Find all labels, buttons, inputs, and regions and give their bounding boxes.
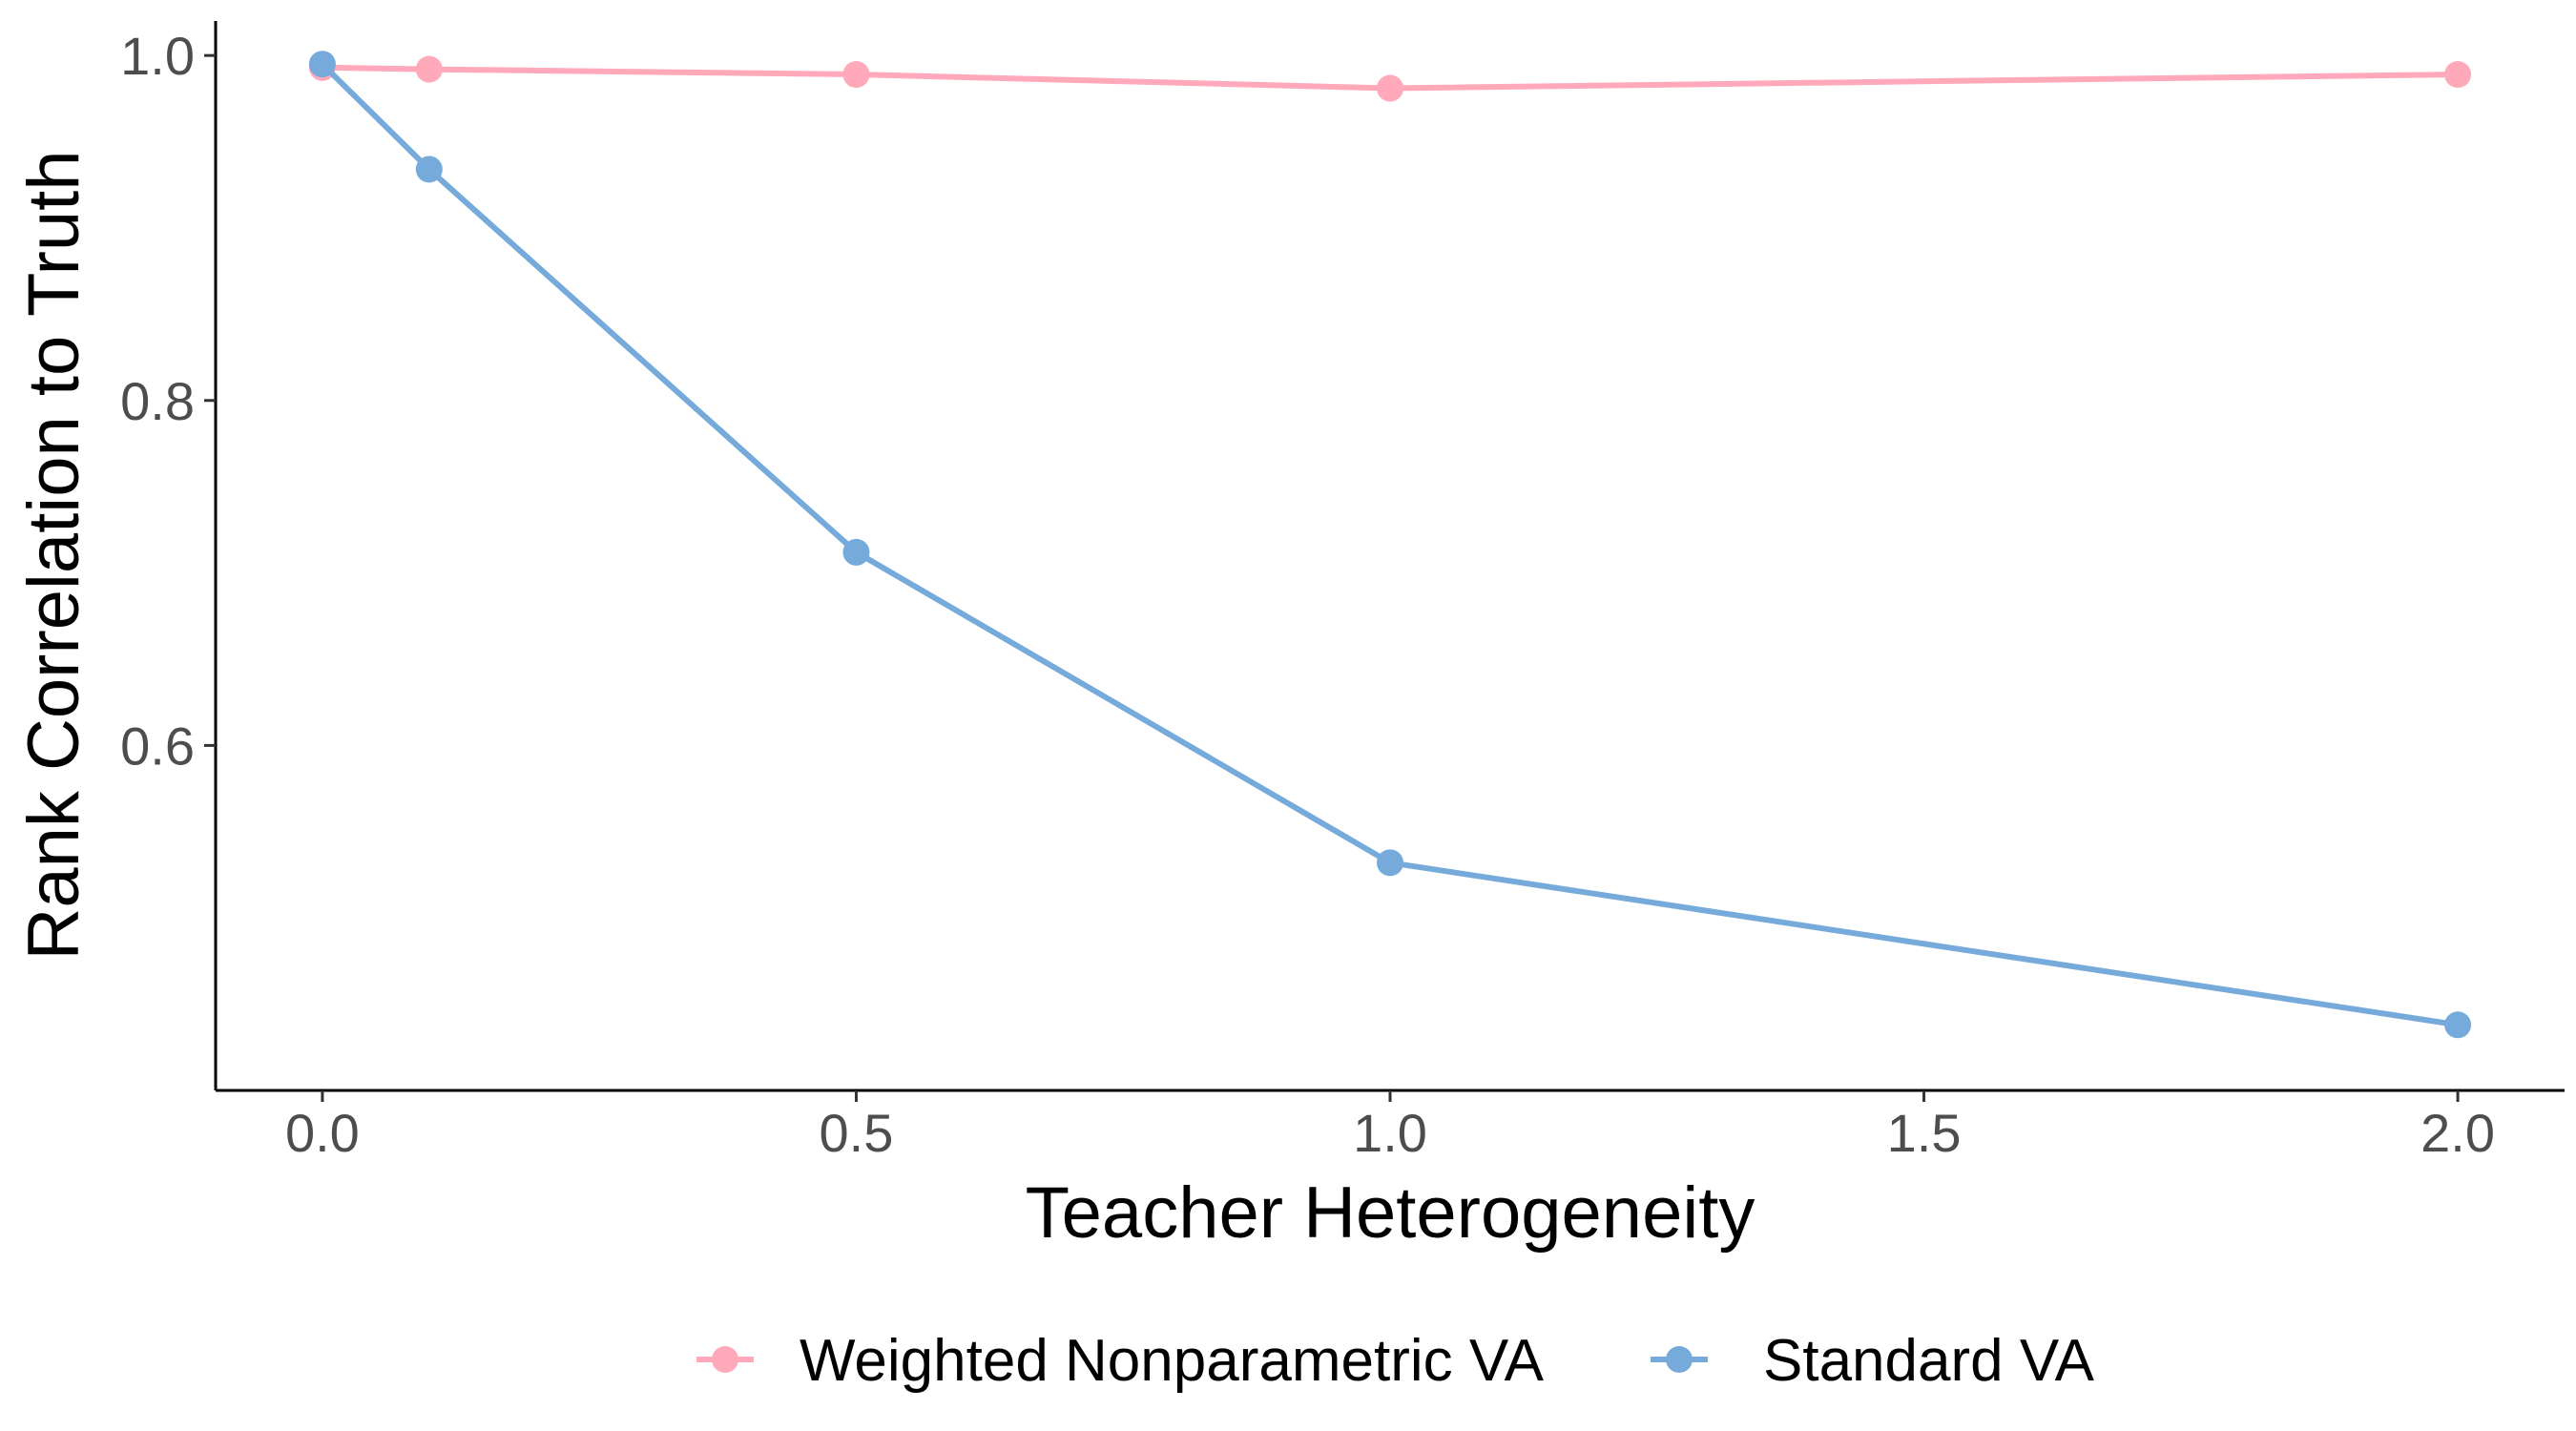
x-axis-title: Teacher Heterogeneity — [1026, 1172, 1755, 1254]
y-tick-label: 1.0 — [120, 26, 195, 86]
data-point — [2444, 61, 2472, 89]
legend-label: Standard VA — [1763, 1328, 2095, 1394]
series-layer — [308, 51, 2472, 1039]
data-point — [842, 538, 870, 566]
x-tick-label: 0.0 — [285, 1103, 360, 1163]
legend-item: Standard VA — [1651, 1328, 2095, 1394]
x-tick-label: 0.5 — [820, 1103, 894, 1163]
series-weighted-nonparametric-va — [308, 53, 2472, 102]
legend-key-point — [712, 1346, 738, 1373]
y-tick-label: 0.8 — [120, 371, 195, 431]
series-line — [320, 62, 2459, 1028]
data-point — [415, 156, 443, 183]
data-point — [2444, 1011, 2472, 1039]
legend-key-point — [1666, 1346, 1693, 1373]
y-axis-title: Rank Correlation to Truth — [13, 150, 94, 960]
x-ticks: 0.0 0.5 1.0 1.5 2.0 — [285, 1090, 2495, 1163]
data-point — [308, 51, 336, 78]
x-tick-label: 2.0 — [2420, 1103, 2495, 1163]
y-ticks: 0.6 0.8 1.0 — [120, 26, 216, 776]
x-tick-label: 1.5 — [1887, 1103, 1962, 1163]
data-point — [415, 55, 443, 83]
legend: Weighted Nonparametric VA Standard VA — [696, 1328, 2095, 1394]
legend-item: Weighted Nonparametric VA — [696, 1328, 1545, 1394]
data-point — [842, 61, 870, 89]
y-tick-label: 0.6 — [120, 716, 195, 776]
legend-label: Weighted Nonparametric VA — [800, 1328, 1545, 1394]
data-point — [1377, 849, 1403, 877]
series-standard-va — [308, 51, 2472, 1039]
plot-area: 0.0 0.5 1.0 1.5 2.0 0.6 0.8 1.0 — [120, 21, 2565, 1163]
data-point — [1377, 74, 1403, 102]
x-tick-label: 1.0 — [1353, 1103, 1427, 1163]
